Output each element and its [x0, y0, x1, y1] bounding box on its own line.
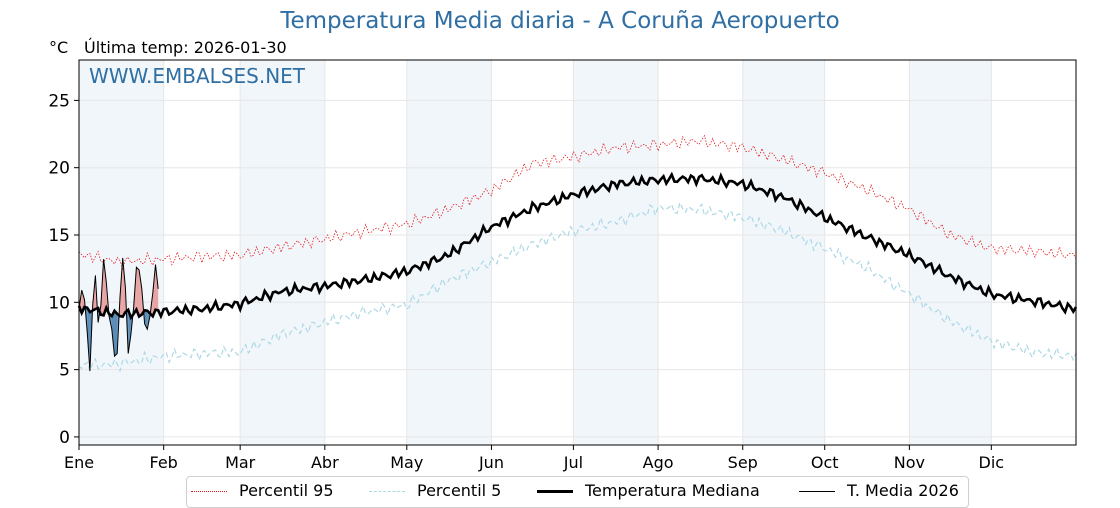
legend-swatch-thick [537, 490, 573, 493]
below-median-fill [115, 311, 118, 356]
legend-label: T. Media 2026 [847, 481, 959, 500]
legend-swatch-dotted [191, 491, 227, 492]
legend-item-current: T. Media 2026 [799, 481, 959, 500]
legend-swatch-dashed [369, 491, 405, 492]
x-tick-label: Feb [150, 453, 178, 472]
month-band [573, 60, 658, 445]
legend-item-p95: Percentil 95 [191, 481, 334, 500]
legend-item-median: Temperatura Mediana [537, 481, 760, 500]
x-tick-label: May [390, 453, 423, 472]
legend-swatch-thin [799, 491, 835, 492]
y-tick-label: 15 [48, 226, 70, 246]
y-tick-label: 0 [59, 428, 70, 448]
legend-label: Percentil 95 [239, 481, 334, 500]
x-tick-label: Abr [311, 453, 339, 472]
month-band [240, 60, 325, 445]
legend-label: Temperatura Mediana [585, 481, 760, 500]
y-tick-label: 5 [59, 361, 70, 381]
x-tick-label: Ago [643, 453, 674, 472]
y-tick-label: 10 [48, 293, 70, 313]
month-band [743, 60, 825, 445]
watermark-text: WWW.EMBALSES.NET [89, 64, 306, 88]
x-tick-label: Sep [728, 453, 758, 472]
chart-legend: Percentil 95 Percentil 5 Temperatura Med… [186, 476, 969, 508]
x-tick-label: Jul [563, 453, 583, 472]
legend-label: Percentil 5 [417, 481, 501, 500]
x-tick-label: Nov [894, 453, 925, 472]
month-band [909, 60, 991, 445]
month-bands [79, 60, 991, 445]
x-tick-label: Jun [478, 453, 504, 472]
month-band [407, 60, 492, 445]
y-tick-label: 25 [48, 91, 70, 111]
x-tick-label: Ene [64, 453, 94, 472]
month-band [79, 60, 164, 445]
legend-item-p5: Percentil 5 [369, 481, 501, 500]
y-tick-label: 20 [48, 159, 70, 179]
x-tick-label: Mar [225, 453, 256, 472]
x-tick-label: Dic [979, 453, 1005, 472]
x-tick-label: Oct [811, 453, 839, 472]
